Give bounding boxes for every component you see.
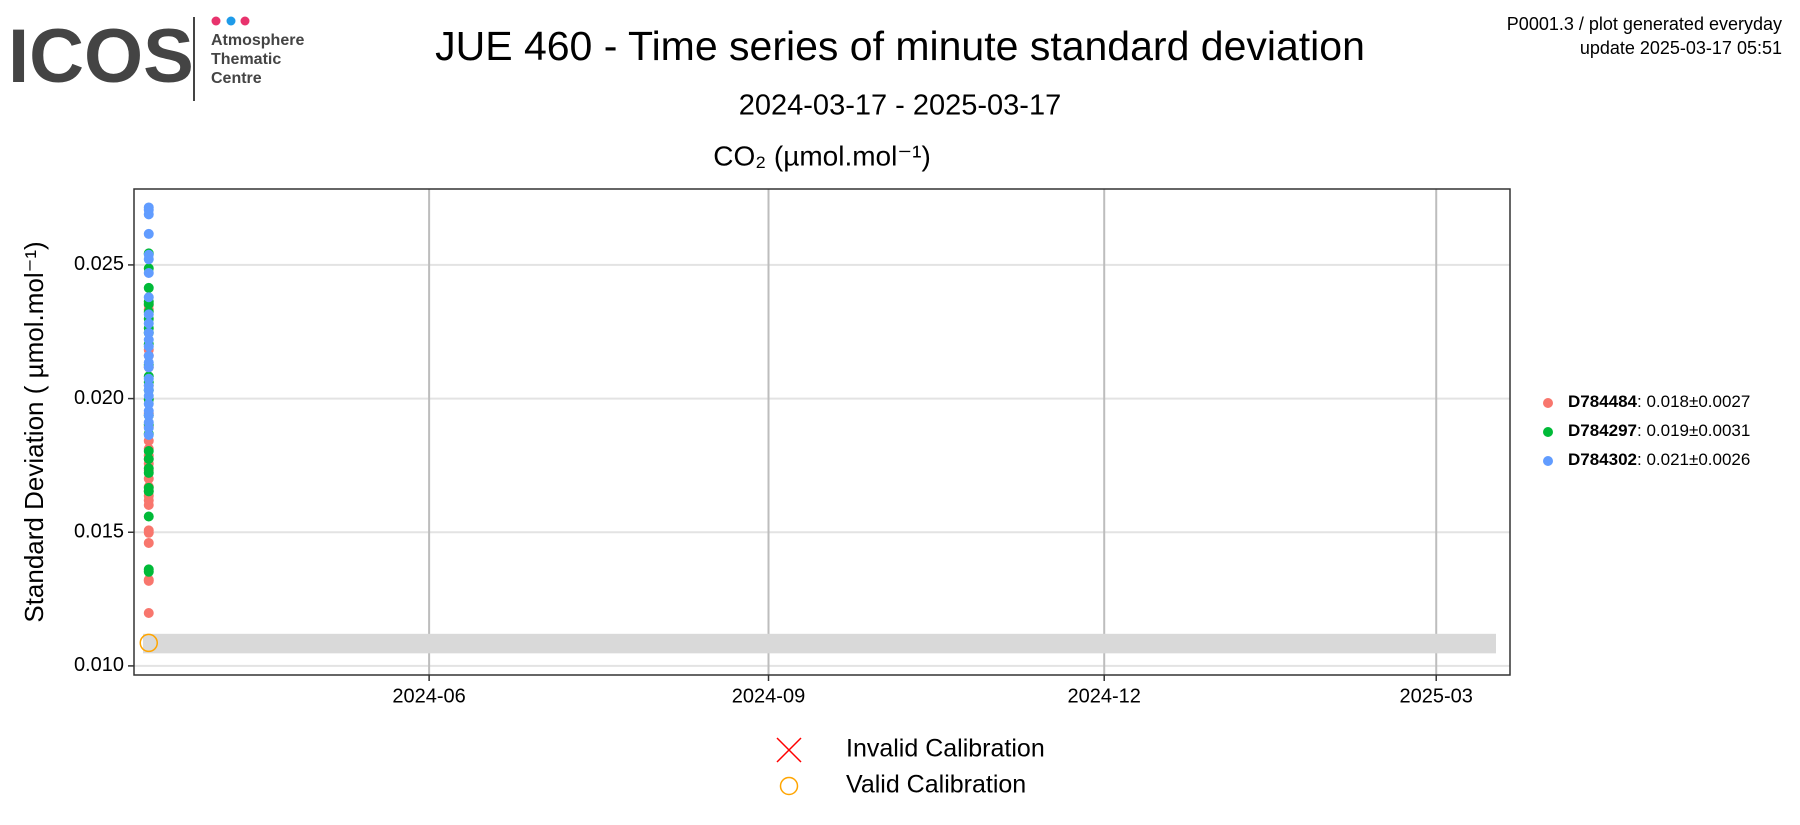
legend-key <box>1543 398 1553 408</box>
legend-key <box>1543 456 1553 466</box>
point <box>143 511 154 522</box>
point <box>143 228 154 239</box>
point <box>143 249 154 260</box>
x-tick-label: 2024-06 <box>392 685 465 707</box>
point <box>143 454 154 464</box>
point <box>143 607 154 618</box>
point <box>143 574 154 585</box>
y-axis-label: Standard Deviation ( µmol.mol⁻¹) <box>19 241 49 622</box>
note: P0001.3 / plot generated everyday <box>1507 14 1782 34</box>
panel-title: CO₂ (µmol.mol⁻¹) <box>713 140 931 171</box>
point <box>143 292 154 303</box>
point <box>143 405 154 416</box>
legend-label: D784297: 0.019±0.0031 <box>1568 421 1750 440</box>
logo-name: ICOS <box>8 14 194 99</box>
y-tick-label: 0.010 <box>74 654 124 676</box>
legend-key <box>776 737 802 763</box>
note: update 2025-03-17 05:51 <box>1580 38 1782 58</box>
legend-label: D784484: 0.018±0.0027 <box>1568 392 1750 411</box>
x-tick-label: 2025-03 <box>1400 685 1473 707</box>
point <box>143 267 154 278</box>
plot-background <box>134 189 1510 675</box>
point <box>143 327 154 338</box>
point <box>143 564 154 575</box>
point <box>143 202 154 213</box>
chart-title: JUE 460 - Time series of minute standard… <box>435 23 1365 69</box>
point <box>143 282 154 293</box>
point <box>143 398 154 409</box>
y-tick-label: 0.025 <box>74 253 124 275</box>
point <box>143 417 154 428</box>
y-tick-label: 0.015 <box>74 521 124 543</box>
point <box>143 309 154 320</box>
point <box>143 482 154 493</box>
chart-subtitle: 2024-03-17 - 2025-03-17 <box>739 90 1061 122</box>
y-tick-label: 0.020 <box>74 387 124 409</box>
point <box>143 463 154 474</box>
point <box>143 429 154 440</box>
point <box>143 525 154 536</box>
legend-label: Invalid Calibration <box>846 735 1045 763</box>
point <box>143 350 154 361</box>
logo-text: Centre <box>211 70 262 87</box>
point <box>143 445 154 456</box>
x-tick-label: 2024-09 <box>732 685 805 707</box>
point <box>143 537 154 548</box>
legend-label: D784302: 0.021±0.0026 <box>1568 450 1750 469</box>
legend-key <box>1543 427 1553 437</box>
point <box>139 633 159 653</box>
point <box>143 373 154 384</box>
calibration-band <box>143 633 1496 654</box>
logo-text: Atmosphere <box>211 32 304 49</box>
point <box>143 334 154 345</box>
logo-text: Thematic <box>211 51 281 68</box>
logo-dot <box>240 16 250 26</box>
point <box>143 318 154 329</box>
x-tick-label: 2024-12 <box>1068 685 1141 707</box>
logo-dot <box>211 16 221 26</box>
legend-key <box>779 776 799 796</box>
plot-border <box>133 188 1511 676</box>
logo-dot <box>226 16 236 26</box>
legend-label: Valid Calibration <box>846 771 1026 799</box>
